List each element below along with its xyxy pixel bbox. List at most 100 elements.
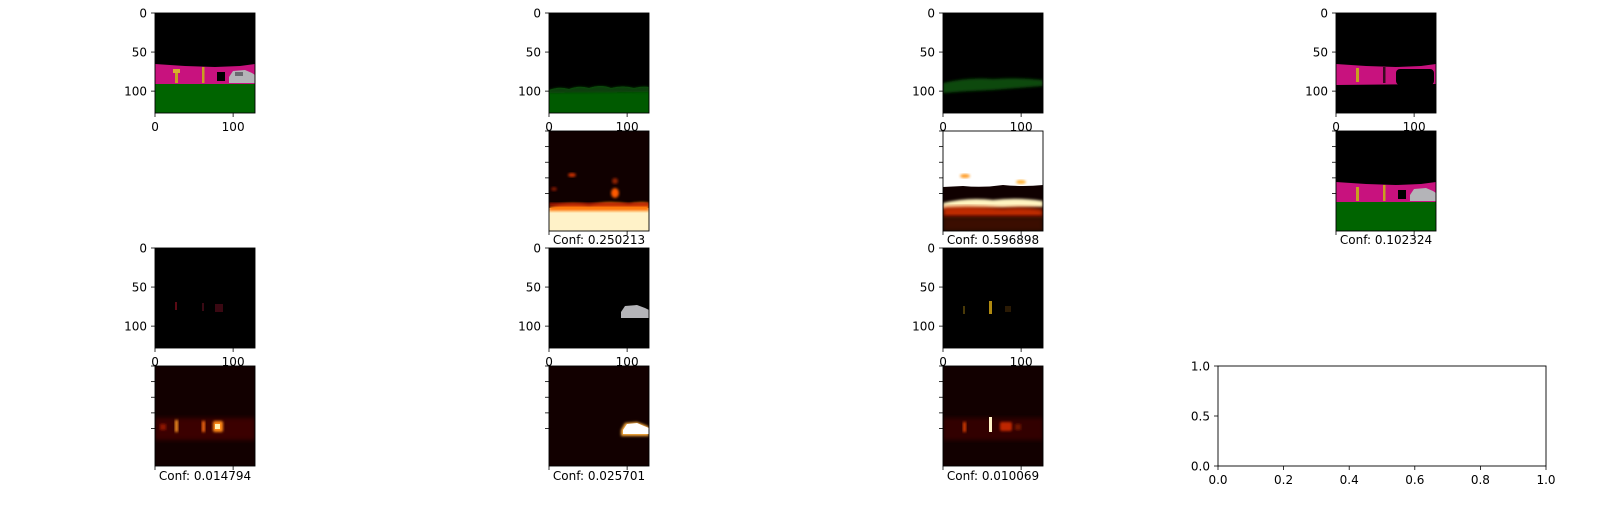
- heat-sign-1: [963, 422, 966, 432]
- axes-frame: [548, 247, 650, 349]
- y-tick-label: 50: [526, 281, 541, 295]
- y-tick-label: 50: [526, 46, 541, 60]
- axes-frame: [942, 247, 1044, 349]
- x-tick-label: 100: [1403, 120, 1426, 134]
- heat-sign-2: [989, 417, 992, 432]
- axes-frame: [154, 247, 256, 349]
- heat-spot: [160, 424, 166, 430]
- y-tick-label: 100: [912, 85, 935, 99]
- y-tick-label: 100: [518, 320, 541, 334]
- y-tick-label: 0.5: [1191, 410, 1210, 424]
- x-axis: 0 100: [939, 113, 1033, 134]
- mask-background: [943, 13, 1043, 113]
- x-tick-label: 0: [545, 355, 553, 369]
- x-tick-label: 100: [222, 120, 245, 134]
- y-axis: [939, 365, 943, 429]
- axes-frame: [154, 365, 256, 467]
- y-axis: 0 50 100: [1305, 7, 1336, 99]
- x-tick-label: 0.4: [1340, 473, 1359, 487]
- axes-frame: [1335, 130, 1437, 232]
- panel-mask-car: 0 50 100 0 100: [518, 242, 650, 369]
- tick-group: 0.0 0.2 0.4 0.6 0.8 1.0 0.0 0.5 1.0: [1191, 360, 1556, 488]
- y-tick-label: 50: [920, 46, 935, 60]
- mask-image: [1336, 13, 1436, 113]
- recon-image: [1336, 131, 1436, 231]
- mask-image: [943, 13, 1043, 113]
- x-axis: 0 100: [545, 113, 639, 134]
- pole-cutout-2: [1383, 67, 1386, 83]
- x-axis: [548, 231, 628, 235]
- pole-1-sign: [173, 69, 180, 73]
- heat-terrain-low: [943, 217, 1043, 231]
- pole-mask-2: [202, 303, 204, 311]
- pole-cutout-1: [1356, 68, 1359, 82]
- pole-2: [202, 67, 205, 83]
- dark-object: [1398, 190, 1406, 199]
- axes-frame: [942, 365, 1044, 467]
- x-axis: [154, 466, 234, 470]
- x-tick-label: 100: [1010, 355, 1033, 369]
- mask-image: [943, 248, 1043, 348]
- heat-hotspot-3: [568, 173, 576, 177]
- y-tick-label: 50: [1313, 46, 1328, 60]
- x-axis: 0 100: [151, 113, 245, 134]
- x-axis: [942, 466, 1022, 470]
- axes-frame: [942, 130, 1044, 232]
- heatmap-image: [943, 366, 1043, 466]
- y-tick-label: 0: [139, 7, 147, 21]
- x-tick-label: 0.8: [1471, 473, 1490, 487]
- car-shape: [1410, 188, 1436, 201]
- y-tick-label: 50: [132, 281, 147, 295]
- heatmap-image: [549, 366, 649, 466]
- x-tick-label: 100: [616, 355, 639, 369]
- x-tick-label: 0: [939, 120, 947, 134]
- x-axis: 0 100: [939, 348, 1033, 369]
- heat-sign-3: [1000, 422, 1012, 431]
- panel-mask-poles: 0 50 100 0 100: [124, 242, 256, 369]
- terrain-mask-blob: [943, 78, 1043, 93]
- x-tick-label: 0: [1332, 120, 1340, 134]
- heat-road-band: [549, 208, 649, 231]
- heat-pole-2: [202, 421, 205, 432]
- heatmap-image: [155, 366, 255, 466]
- sign-mask-3: [1005, 306, 1011, 312]
- axes-frame: [548, 130, 650, 232]
- panel-mask-terrain: 0 50 100 0 100: [912, 7, 1044, 134]
- x-axis: [548, 466, 628, 470]
- y-axis: 0 50 100: [124, 7, 155, 99]
- pole-mask-1: [175, 302, 177, 310]
- y-tick-label: 100: [518, 85, 541, 99]
- x-tick-label: 0.0: [1208, 473, 1227, 487]
- heat-background: [155, 366, 255, 466]
- panel-recon-sidewalk: [1332, 130, 1437, 235]
- mask-background: [155, 248, 255, 348]
- y-axis: [939, 130, 943, 194]
- x-tick-label: 0: [151, 120, 159, 134]
- conf-label-heat-poles: Conf: 0.014794: [159, 469, 251, 483]
- panel-mask-sidewalk: 0 50 100 0 100: [1305, 7, 1437, 134]
- x-tick-label: 100: [616, 120, 639, 134]
- road-mask-edge: [549, 86, 649, 93]
- heatmap-image: [549, 131, 649, 231]
- x-tick-label: 1.0: [1536, 473, 1555, 487]
- axes-frame: [1217, 365, 1547, 467]
- heat-background: [549, 366, 649, 466]
- y-tick-label: 0: [927, 242, 935, 256]
- x-axis: 0 100: [545, 348, 639, 369]
- heat-hotspot: [960, 174, 970, 178]
- y-tick-label: 100: [1305, 85, 1328, 99]
- axes-frame: [548, 12, 650, 114]
- y-tick-label: 0: [1320, 7, 1328, 21]
- sign-mask-2: [989, 301, 992, 314]
- conf-label-heat-road: Conf: 0.250213: [553, 233, 645, 247]
- y-axis: 0 50 100: [518, 242, 549, 334]
- x-axis: [1335, 231, 1415, 235]
- y-tick-label: 0: [533, 242, 541, 256]
- mask-background: [943, 248, 1043, 348]
- heat-object-core: [215, 424, 220, 429]
- y-axis: [1332, 130, 1336, 194]
- sign-mask-1: [963, 306, 965, 314]
- heat-background: [943, 366, 1043, 466]
- y-tick-label: 1.0: [1191, 360, 1210, 374]
- y-axis: 0 50 100: [518, 7, 549, 99]
